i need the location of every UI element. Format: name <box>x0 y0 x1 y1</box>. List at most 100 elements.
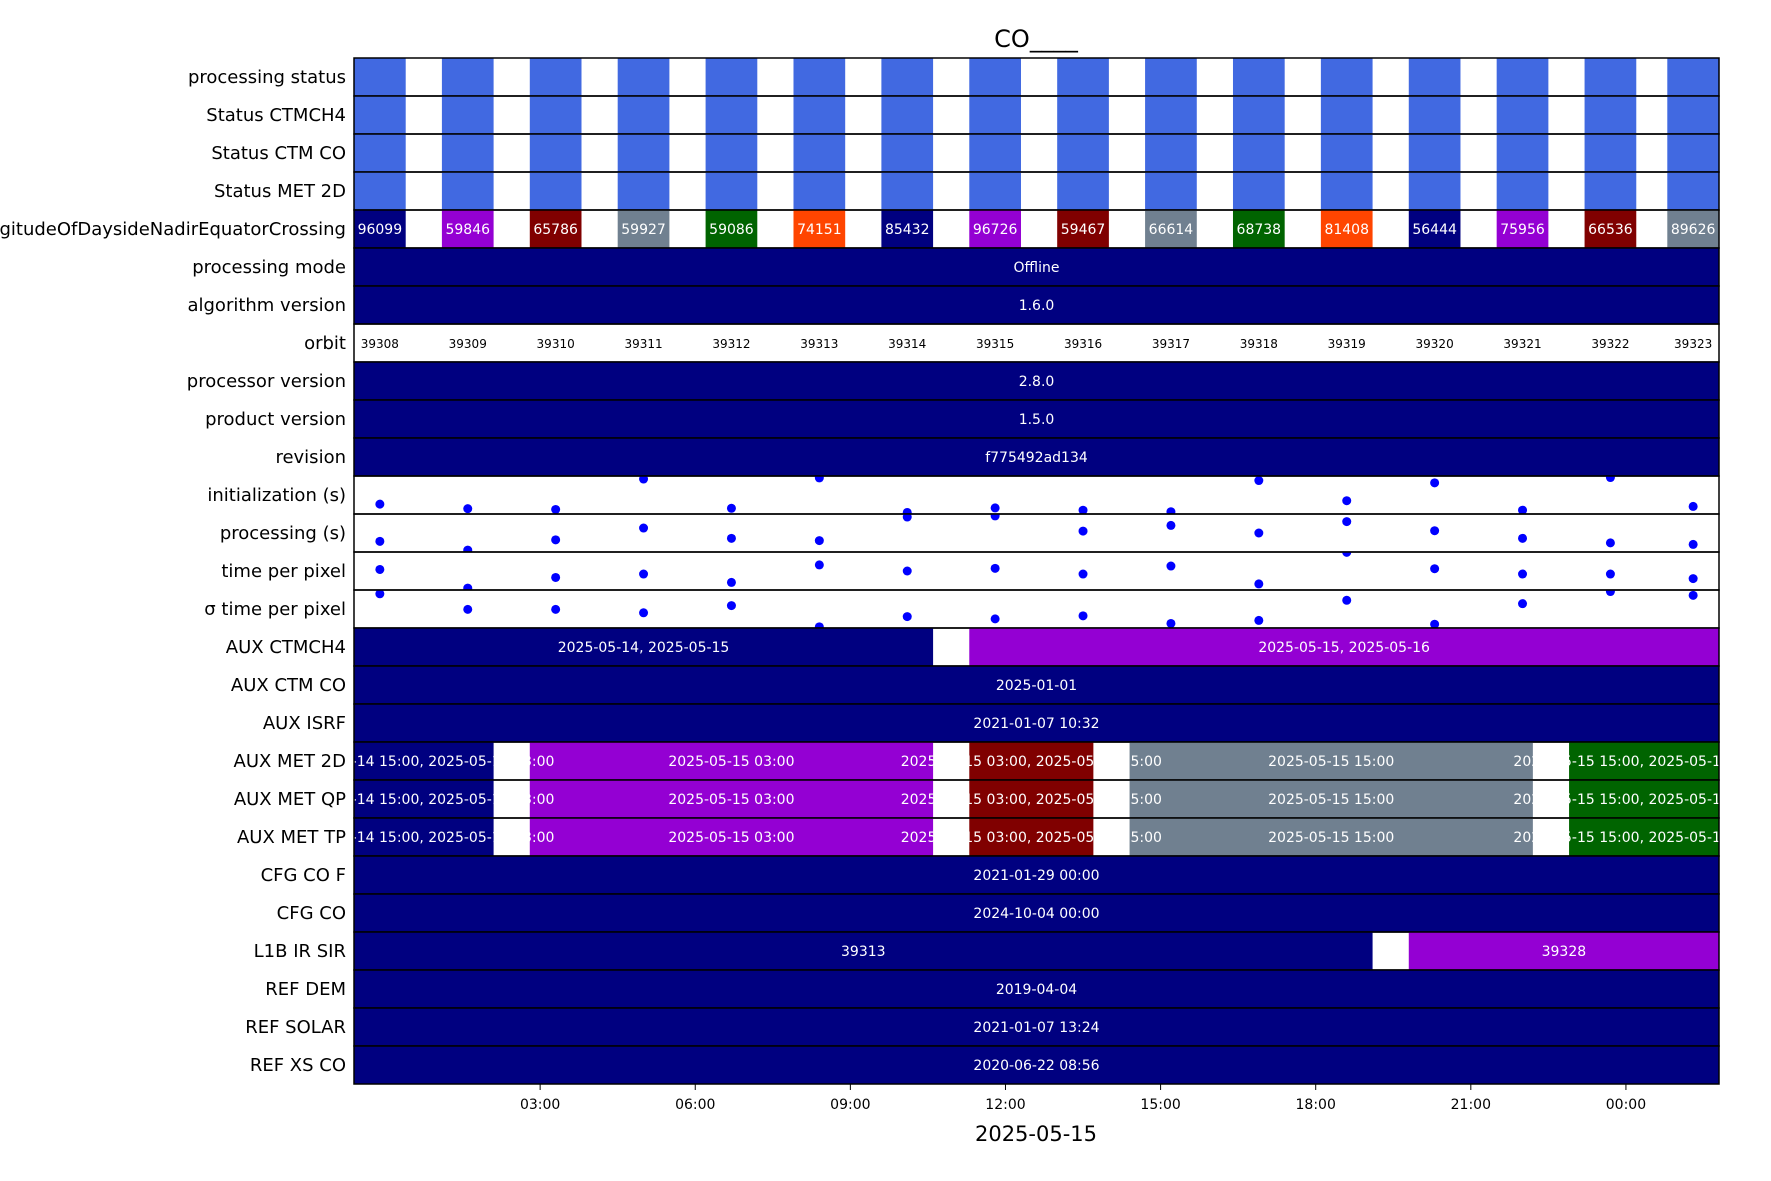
row-11 <box>375 476 1698 514</box>
segment-label: 2025-05-15 03:00, 2025-05-15 15:00 <box>901 754 1162 770</box>
segment-label: 2.8.0 <box>1019 374 1055 390</box>
longitude-block <box>969 210 1021 248</box>
longitude-value: 59086 <box>709 222 754 238</box>
segment-bar <box>529 818 934 856</box>
scatter-point <box>1254 615 1264 625</box>
status-block <box>793 172 846 210</box>
segment-label: 2025-05-15 15:00 <box>1268 754 1394 770</box>
segment-bar <box>529 742 934 780</box>
row-label: AUX MET TP <box>237 827 346 848</box>
row-17: 2021-01-07 10:32 <box>354 704 1719 742</box>
segment-bar <box>354 780 494 818</box>
status-block <box>1408 172 1461 210</box>
scatter-point <box>551 535 561 545</box>
longitude-value: 66536 <box>1588 222 1633 238</box>
row-6: 1.6.0 <box>354 286 1719 324</box>
scatter-point <box>902 514 912 522</box>
scatter-point <box>639 476 649 484</box>
status-block <box>441 134 494 172</box>
status-block <box>705 134 758 172</box>
row-8: 2.8.0 <box>354 362 1719 400</box>
segment-label: 2025-05-15 15:00, 2025-05-16 03:00 <box>1513 754 1771 770</box>
segment-bar <box>354 1008 1719 1046</box>
longitude-value: 75956 <box>1500 222 1545 238</box>
x-tick-label: 18:00 <box>1296 1097 1336 1113</box>
status-block <box>617 58 670 96</box>
longitude-block <box>1496 210 1549 248</box>
segment-bar <box>354 894 1719 932</box>
status-block <box>354 172 406 210</box>
row-label: AUX CTMCH4 <box>226 637 346 658</box>
scatter-point <box>990 563 1000 573</box>
row-10: f775492ad134 <box>354 438 1719 476</box>
segment-bar <box>354 1046 1719 1084</box>
status-block <box>1057 96 1109 134</box>
x-axis: 03:00 06:00 09:00 12:00 15:00 18:00 21:00 00:00 <box>520 1084 1646 1113</box>
scatter-point <box>1688 501 1698 511</box>
row-3 <box>354 172 1719 210</box>
scatter-point <box>990 514 1000 521</box>
segment-bar <box>969 742 1094 780</box>
status-block <box>529 134 582 172</box>
row-12 <box>375 514 1698 552</box>
status-block <box>354 134 406 172</box>
scatter-point <box>463 545 473 552</box>
scatter-point <box>1078 611 1088 621</box>
scatter-point <box>1518 533 1528 543</box>
x-tick-label: 15:00 <box>1140 1097 1180 1113</box>
scatter-point <box>1605 590 1615 597</box>
status-block <box>1408 134 1461 172</box>
x-tick-label: 03:00 <box>520 1097 560 1113</box>
segment-bar <box>969 628 1719 666</box>
row-0 <box>354 58 1719 96</box>
segment-bar <box>1129 780 1533 818</box>
segment-label: 2025-05-15, 2025-05-16 <box>1258 640 1430 656</box>
scatter-point <box>1430 564 1440 574</box>
row-label: L1B IR SIR <box>254 941 346 962</box>
row-label: processing status <box>188 67 346 88</box>
segment-label: 1.5.0 <box>1019 412 1055 428</box>
scatter-point <box>639 569 649 579</box>
x-tick-label: 09:00 <box>830 1097 870 1113</box>
x-axis-label: 2025-05-15 <box>975 1122 1097 1146</box>
row-frame <box>353 513 1720 553</box>
status-block <box>1320 134 1373 172</box>
scatter-point <box>1342 552 1352 557</box>
status-block <box>1145 58 1197 96</box>
segment-bar <box>354 704 1719 742</box>
segment-label: 2020-06-22 08:56 <box>973 1058 1099 1074</box>
status-block <box>1145 134 1197 172</box>
status-block <box>881 96 934 134</box>
status-block <box>1496 58 1549 96</box>
x-tick-label: 12:00 <box>985 1097 1025 1113</box>
x-tick-label: 06:00 <box>675 1097 715 1113</box>
row-label: CFG CO F <box>261 865 346 886</box>
status-block <box>617 172 670 210</box>
longitude-block <box>793 210 846 248</box>
status-block <box>881 58 934 96</box>
scatter-point <box>1166 618 1176 628</box>
scatter-point <box>990 614 1000 624</box>
status-block <box>969 58 1021 96</box>
segment-label: 2025-01-01 <box>996 678 1077 694</box>
status-block <box>705 58 758 96</box>
plot-area: 96099 59846 65786 59927 59086 74151 85432 96726… <box>353 57 1771 1085</box>
row-label: AUX CTM CO <box>231 675 346 696</box>
status-block <box>529 96 582 134</box>
segment-label: 2021-01-29 00:00 <box>973 868 1099 884</box>
row-7: 39308 39309 39310 39311 39312 39313 39314 39315… <box>361 337 1712 351</box>
orbit-number: 39310 <box>537 337 575 351</box>
segment-label: 2025-05-15 03:00, 2025-05-15 15:00 <box>901 830 1162 846</box>
scatter-point <box>1688 539 1698 549</box>
segment-label: 39313 <box>841 944 886 960</box>
row-labels: processing status Status CTMCH4 Status CTM… <box>0 67 346 1076</box>
row-label: REF DEM <box>265 979 346 1000</box>
status-block <box>529 58 582 96</box>
scatter-point <box>375 590 385 599</box>
status-block <box>1232 58 1285 96</box>
segment-bar <box>354 628 934 666</box>
scatter-point <box>814 622 824 628</box>
status-block <box>969 96 1021 134</box>
status-block <box>881 172 934 210</box>
